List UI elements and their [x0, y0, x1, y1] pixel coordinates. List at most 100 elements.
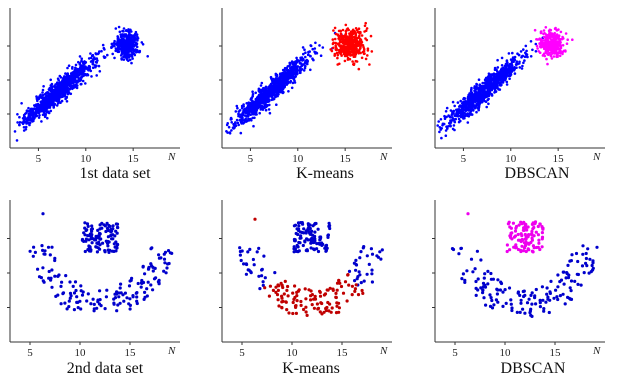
data-point: [284, 300, 288, 304]
data-point: [260, 81, 264, 85]
data-point: [555, 48, 558, 51]
data-point: [305, 313, 309, 317]
data-point: [362, 245, 366, 249]
data-point: [31, 107, 35, 111]
data-point: [245, 119, 249, 123]
data-point: [557, 34, 560, 38]
data-point: [67, 64, 71, 67]
data-point: [507, 286, 512, 290]
data-point: [333, 54, 336, 57]
data-point: [259, 84, 263, 87]
data-point: [97, 302, 102, 306]
data-point: [268, 85, 272, 89]
data-point: [453, 118, 456, 121]
data-point: [486, 269, 490, 273]
data-point: [380, 248, 384, 252]
data-point: [355, 47, 358, 51]
data-point: [353, 53, 357, 56]
data-point: [523, 225, 527, 229]
x-tick-label-0: 5: [461, 153, 467, 165]
data-point: [86, 224, 90, 228]
data-point: [538, 37, 542, 41]
data-point: [25, 118, 29, 122]
data-point: [378, 250, 382, 254]
data-point: [59, 302, 63, 306]
data-point: [453, 114, 457, 117]
data-point: [514, 243, 518, 247]
data-point: [354, 59, 358, 63]
data-point: [370, 252, 375, 256]
data-point: [50, 103, 54, 106]
data-point: [65, 89, 68, 92]
data-point: [520, 237, 524, 242]
data-point: [141, 280, 146, 285]
data-point: [268, 103, 271, 107]
data-point: [297, 249, 301, 253]
data-point: [504, 72, 507, 75]
panel-3-caption: DBSCAN: [504, 165, 570, 182]
data-point: [451, 247, 456, 252]
data-point: [64, 97, 67, 101]
data-point: [527, 297, 531, 301]
data-point: [522, 294, 526, 299]
data-point: [508, 62, 512, 66]
data-point: [304, 51, 307, 54]
data-point: [548, 290, 552, 294]
data-point: [111, 237, 115, 241]
data-point: [579, 283, 583, 287]
data-point: [524, 243, 528, 247]
data-point: [105, 288, 109, 292]
data-point: [83, 221, 87, 225]
data-point: [36, 267, 40, 271]
data-point: [113, 56, 116, 60]
data-point: [293, 69, 297, 72]
data-point: [501, 69, 505, 73]
data-point: [238, 119, 242, 122]
data-point: [286, 71, 289, 74]
data-point: [106, 53, 109, 57]
data-point: [451, 112, 454, 116]
data-point: [49, 78, 52, 82]
data-point: [302, 307, 306, 312]
data-point: [469, 111, 472, 115]
axes: 5 10 15 N: [432, 8, 605, 165]
data-point: [496, 66, 500, 69]
data-point: [162, 269, 166, 273]
data-point: [520, 234, 524, 238]
data-point: [358, 256, 362, 260]
data-point: [130, 37, 133, 40]
data-point: [307, 230, 311, 234]
data-point: [127, 48, 130, 51]
data-point: [157, 256, 161, 260]
data-point: [346, 42, 349, 45]
data-point: [545, 33, 548, 37]
data-point: [51, 97, 55, 101]
data-point: [56, 293, 60, 297]
data-point: [136, 35, 139, 39]
data-point: [540, 245, 544, 249]
data-point: [332, 46, 335, 50]
data-point: [301, 46, 305, 49]
data-point: [313, 294, 317, 298]
data-point: [550, 57, 554, 60]
data-point: [293, 223, 298, 227]
data-point: [346, 273, 350, 277]
x-tick-label-2: 15: [553, 153, 565, 165]
data-point: [529, 55, 533, 58]
data-point: [341, 291, 346, 295]
data-point: [555, 51, 558, 54]
data-point: [50, 89, 54, 92]
data-point: [289, 62, 292, 65]
data-point: [293, 295, 297, 300]
data-point: [37, 109, 41, 112]
data-point: [554, 288, 558, 292]
data-point: [488, 83, 491, 87]
data-point: [92, 307, 96, 311]
scatter-panel-5: 5 10 15 N: [219, 200, 392, 359]
data-point: [42, 105, 45, 108]
axes: 5 10 15 N: [7, 8, 180, 165]
data-point: [100, 49, 103, 53]
data-point: [314, 41, 317, 45]
data-point: [274, 285, 278, 289]
data-point: [76, 81, 79, 84]
